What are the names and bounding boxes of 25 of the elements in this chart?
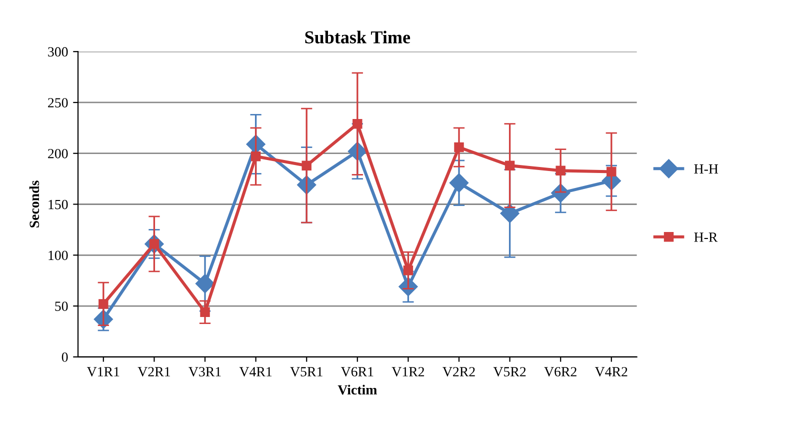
y-tick-label: 50 (55, 302, 68, 311)
point (98, 299, 108, 309)
x-tick-label: V2R1 (138, 367, 170, 376)
point (302, 160, 312, 170)
x-tick-label: V1R2 (392, 367, 424, 376)
x-tick-label: V5R1 (290, 367, 322, 376)
legend-label: H-R (694, 232, 718, 242)
y-tick-label: 150 (48, 200, 68, 210)
x-tick-label: V6R2 (544, 367, 576, 376)
legend-label: H-H (694, 164, 718, 174)
y-tick-label: 300 (48, 47, 68, 57)
y-tick-label: 250 (48, 98, 68, 108)
x-tick-label: V1R1 (86, 367, 120, 376)
x-tick-label: V4R2 (594, 367, 628, 376)
y-tick-label: 200 (48, 148, 68, 158)
y-axis-title: Seconds (29, 180, 40, 228)
x-tick-label: V6R1 (340, 367, 374, 376)
y-tick-label: 0 (62, 352, 68, 362)
x-tick-label: V3R1 (188, 367, 221, 376)
chart-title: Subtask Time (305, 30, 410, 44)
x-tick-label: V2R2 (442, 367, 475, 376)
x-tick-label: V5R2 (493, 367, 526, 376)
x-tick-label: V4R1 (239, 367, 272, 376)
y-tick-label: 100 (48, 250, 68, 260)
x-axis-title: Victim (338, 384, 377, 395)
